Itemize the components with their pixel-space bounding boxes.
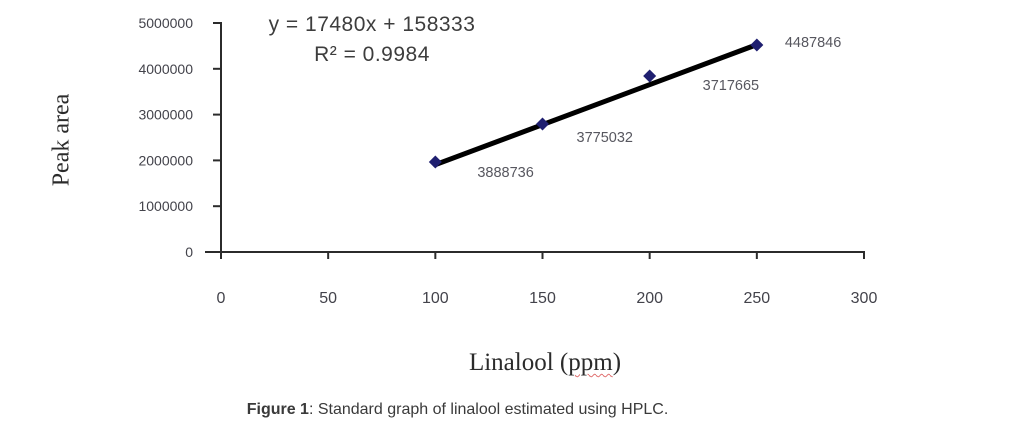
x-tick-label: 300 (851, 290, 878, 307)
data-point-label: 3775032 (577, 130, 633, 146)
figure-caption-text: : Standard graph of linalool estimated u… (308, 401, 669, 418)
data-point-marker (536, 117, 549, 131)
y-tick-label: 5000000 (138, 15, 193, 31)
data-point-marker (428, 155, 442, 169)
r-squared-value: R² = 0.9984 (314, 43, 430, 66)
x-tick-label: 250 (743, 290, 770, 307)
x-axis-title-post: ) (612, 349, 622, 376)
x-tick-label: 0 (217, 290, 226, 307)
trendline-equation-block: y = 17480x + 158333 R² = 0.9984 (259, 10, 485, 70)
x-tick-label: 200 (636, 290, 663, 307)
y-tick-label: 4000000 (138, 61, 193, 77)
x-tick-label: 150 (529, 290, 556, 307)
y-tick-label: 2000000 (138, 152, 193, 168)
figure-caption: Figure 1: Standard graph of linalool est… (0, 401, 915, 419)
data-point-label: 3888736 (477, 165, 533, 181)
chart-canvas: 0 1000000 2000000 3000000 4000000 5000000 0 50 1… (138, 15, 878, 307)
x-tick-label: 50 (319, 290, 337, 307)
trendline-equation: y = 17480x + 158333 (268, 13, 476, 36)
data-point-label: 3717665 (703, 78, 759, 94)
y-tick-label: 3000000 (138, 107, 193, 123)
y-tick-label: 0 (185, 244, 193, 260)
data-point-marker (750, 38, 764, 52)
data-point-label: 4487846 (785, 35, 841, 51)
trendline (432, 42, 760, 168)
x-axis-title-pre: Linalool ( (468, 349, 569, 376)
x-axis-title: Linalool (ppm) (469, 349, 621, 377)
x-tick-label: 100 (422, 290, 449, 307)
x-axis-title-misspelled-word: ppm (568, 349, 613, 376)
y-tick-label: 1000000 (138, 198, 193, 214)
data-point-marker (643, 69, 657, 83)
figure-caption-label: Figure 1 (246, 401, 309, 418)
